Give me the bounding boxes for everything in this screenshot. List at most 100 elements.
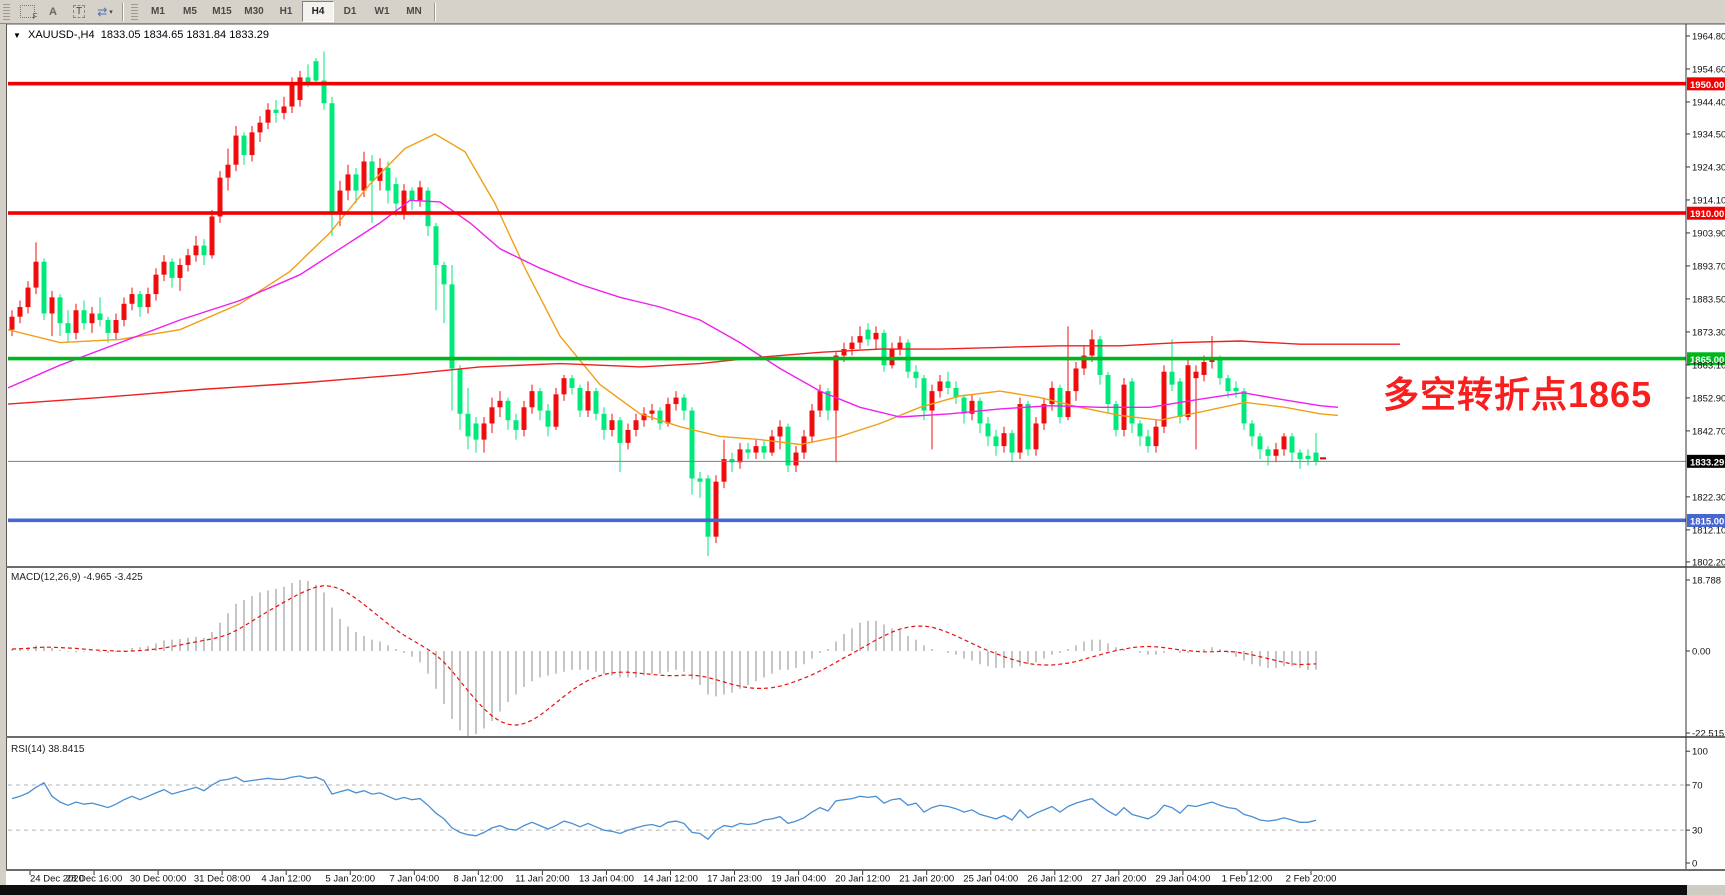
ohlc-values: 1833.05 1834.65 1831.84 1833.29 bbox=[100, 29, 269, 41]
price-tick-label: 1964.80 bbox=[1692, 31, 1725, 42]
price-tick-label: 1934.50 bbox=[1692, 129, 1725, 140]
bottom-dark-bar bbox=[0, 885, 1687, 895]
time-tick-label: 8 Jan 12:00 bbox=[454, 874, 504, 885]
grid-f-tool-button[interactable]: F bbox=[15, 1, 39, 22]
macd-scale-label: 0.00 bbox=[1692, 647, 1711, 658]
symbol-dropdown-caret-icon[interactable]: ▼ bbox=[13, 31, 21, 40]
price-tick-label: 1893.70 bbox=[1692, 261, 1725, 272]
level-price-tag-text: 1815.00 bbox=[1690, 516, 1724, 527]
timeframe-button-M30[interactable]: M30 bbox=[244, 6, 264, 17]
time-tick-label: 24 Dec 2020 bbox=[30, 874, 84, 885]
timeframe-button-M5[interactable]: M5 bbox=[183, 6, 197, 17]
window-left-edge bbox=[0, 23, 6, 885]
ma-orange bbox=[8, 133, 1339, 446]
boxed-t-icon: T bbox=[72, 5, 86, 18]
timeframe-button-H1[interactable]: H1 bbox=[279, 6, 293, 17]
macd-signal-line bbox=[11, 584, 1317, 726]
dashed-grid-icon: F bbox=[19, 5, 38, 21]
timeframe-button-MN[interactable]: MN bbox=[406, 6, 422, 17]
time-tick-label: 14 Jan 12:00 bbox=[643, 874, 698, 885]
timeframe-button-H4[interactable]: H4 bbox=[302, 1, 334, 22]
time-tick-label: 30 Dec 00:00 bbox=[130, 874, 187, 885]
dropdown-caret-icon: ▾ bbox=[109, 8, 113, 16]
macd-scale-label: -22.515 bbox=[1692, 729, 1724, 740]
chart-annotation-text: 多空转折点1865 bbox=[1383, 374, 1653, 415]
price-tick-label: 1903.90 bbox=[1692, 228, 1725, 239]
time-tick-label: 27 Jan 20:00 bbox=[1091, 874, 1146, 885]
current-price-tag-text: 1833.29 bbox=[1690, 457, 1724, 468]
level-line-1950.00[interactable] bbox=[8, 81, 1686, 86]
rsi-indicator-label: RSI(14) 38.8415 bbox=[11, 744, 85, 755]
level-line-1865.00[interactable] bbox=[8, 356, 1686, 361]
macd-indicator-label: MACD(12,26,9) -4.965 -3.425 bbox=[11, 572, 143, 583]
time-tick-label: 4 Jan 12:00 bbox=[261, 874, 311, 885]
timeframe-group: M1 M5 M15 M30 H1 H4 D1 W1 MN bbox=[142, 1, 430, 22]
time-tick-label: 21 Jan 20:00 bbox=[899, 874, 954, 885]
rsi-scale-label: 30 bbox=[1692, 826, 1703, 837]
price-tick-label: 1863.10 bbox=[1692, 360, 1725, 371]
price-tick-label: 1802.20 bbox=[1692, 557, 1725, 568]
time-tick-label: 7 Jan 04:00 bbox=[389, 874, 439, 885]
level-price-tag bbox=[1687, 352, 1725, 366]
time-tick-label: 28 Dec 16:00 bbox=[66, 874, 123, 885]
axis-splitter bbox=[5, 869, 1725, 871]
chart-title: ▼ XAUUSD-,H4 1833.05 1834.65 1831.84 183… bbox=[13, 29, 269, 41]
timeframe-button-M1[interactable]: M1 bbox=[151, 6, 165, 17]
ma-red bbox=[8, 340, 1400, 405]
toolbar-separator bbox=[434, 2, 436, 21]
pane-splitter[interactable] bbox=[5, 566, 1725, 568]
time-tick-label: 20 Jan 12:00 bbox=[835, 874, 890, 885]
candlestick-series bbox=[9, 51, 1319, 557]
level-line-1910.00[interactable] bbox=[8, 211, 1686, 215]
price-tick-label: 1954.60 bbox=[1692, 64, 1725, 75]
time-tick-label: 26 Jan 12:00 bbox=[1027, 874, 1082, 885]
rsi-line bbox=[11, 775, 1317, 841]
timeframe-button-D1[interactable]: D1 bbox=[343, 6, 357, 17]
label-tool-button[interactable]: T bbox=[67, 1, 91, 22]
level-price-tag bbox=[1687, 206, 1725, 220]
level-price-tag bbox=[1687, 513, 1725, 527]
rsi-scale-label: 70 bbox=[1692, 781, 1703, 792]
time-tick-label: 2 Feb 20:00 bbox=[1286, 874, 1337, 885]
symbol-period-label: XAUUSD-,H4 bbox=[27, 29, 95, 41]
current-price-tag bbox=[1687, 454, 1725, 468]
rsi-scale-label: 100 bbox=[1692, 747, 1708, 758]
level-price-tag-text: 1865.00 bbox=[1690, 355, 1724, 366]
macd-histogram bbox=[11, 579, 1317, 736]
price-tick-label: 1842.70 bbox=[1692, 426, 1725, 437]
toolbar: F A T ⇄ ▾ M1 M5 M15 M30 H1 H4 D1 W1 MN bbox=[0, 0, 1725, 24]
time-tick-label: 5 Jan 20:00 bbox=[325, 874, 375, 885]
level-price-tag bbox=[1687, 77, 1725, 91]
price-tick-label: 1873.30 bbox=[1692, 327, 1725, 338]
price-tick-label: 1883.50 bbox=[1692, 294, 1725, 305]
text-tool-button[interactable]: A bbox=[41, 1, 65, 22]
time-tick-label: 13 Jan 04:00 bbox=[579, 874, 634, 885]
price-tick-label: 1822.30 bbox=[1692, 492, 1725, 503]
level-price-tag-text: 1950.00 bbox=[1690, 80, 1724, 91]
ma-magenta bbox=[8, 199, 1339, 418]
pane-splitter[interactable] bbox=[5, 736, 1725, 738]
toolbar-drag-handle[interactable] bbox=[3, 3, 10, 20]
price-tick-label: 1852.90 bbox=[1692, 393, 1725, 404]
rsi-scale-label: 0 bbox=[1692, 859, 1697, 870]
price-tick-label: 1812.10 bbox=[1692, 525, 1725, 536]
toolbar-drag-handle[interactable] bbox=[131, 3, 138, 20]
timeframe-button-M15[interactable]: M15 bbox=[212, 6, 232, 17]
time-tick-label: 19 Jan 04:00 bbox=[771, 874, 826, 885]
level-line-1815.00[interactable] bbox=[8, 518, 1686, 523]
timeframe-button-W1[interactable]: W1 bbox=[374, 6, 390, 17]
time-tick-label: 11 Jan 20:00 bbox=[515, 874, 569, 885]
level-price-tag-text: 1910.00 bbox=[1690, 209, 1724, 220]
grid-f-label: F bbox=[32, 12, 38, 21]
macd-scale-label: 18.788 bbox=[1692, 575, 1721, 586]
price-tick-label: 1944.40 bbox=[1692, 97, 1725, 108]
time-tick-label: 31 Dec 08:00 bbox=[194, 874, 251, 885]
time-tick-label: 25 Jan 04:00 bbox=[963, 874, 1018, 885]
cycle-arrows-button[interactable]: ⇄ ▾ bbox=[93, 1, 117, 22]
letter-a-icon: A bbox=[49, 5, 57, 18]
price-tick-label: 1924.30 bbox=[1692, 162, 1725, 173]
bottom-corner bbox=[1687, 885, 1725, 895]
price-tick-label: 1914.10 bbox=[1692, 195, 1725, 206]
